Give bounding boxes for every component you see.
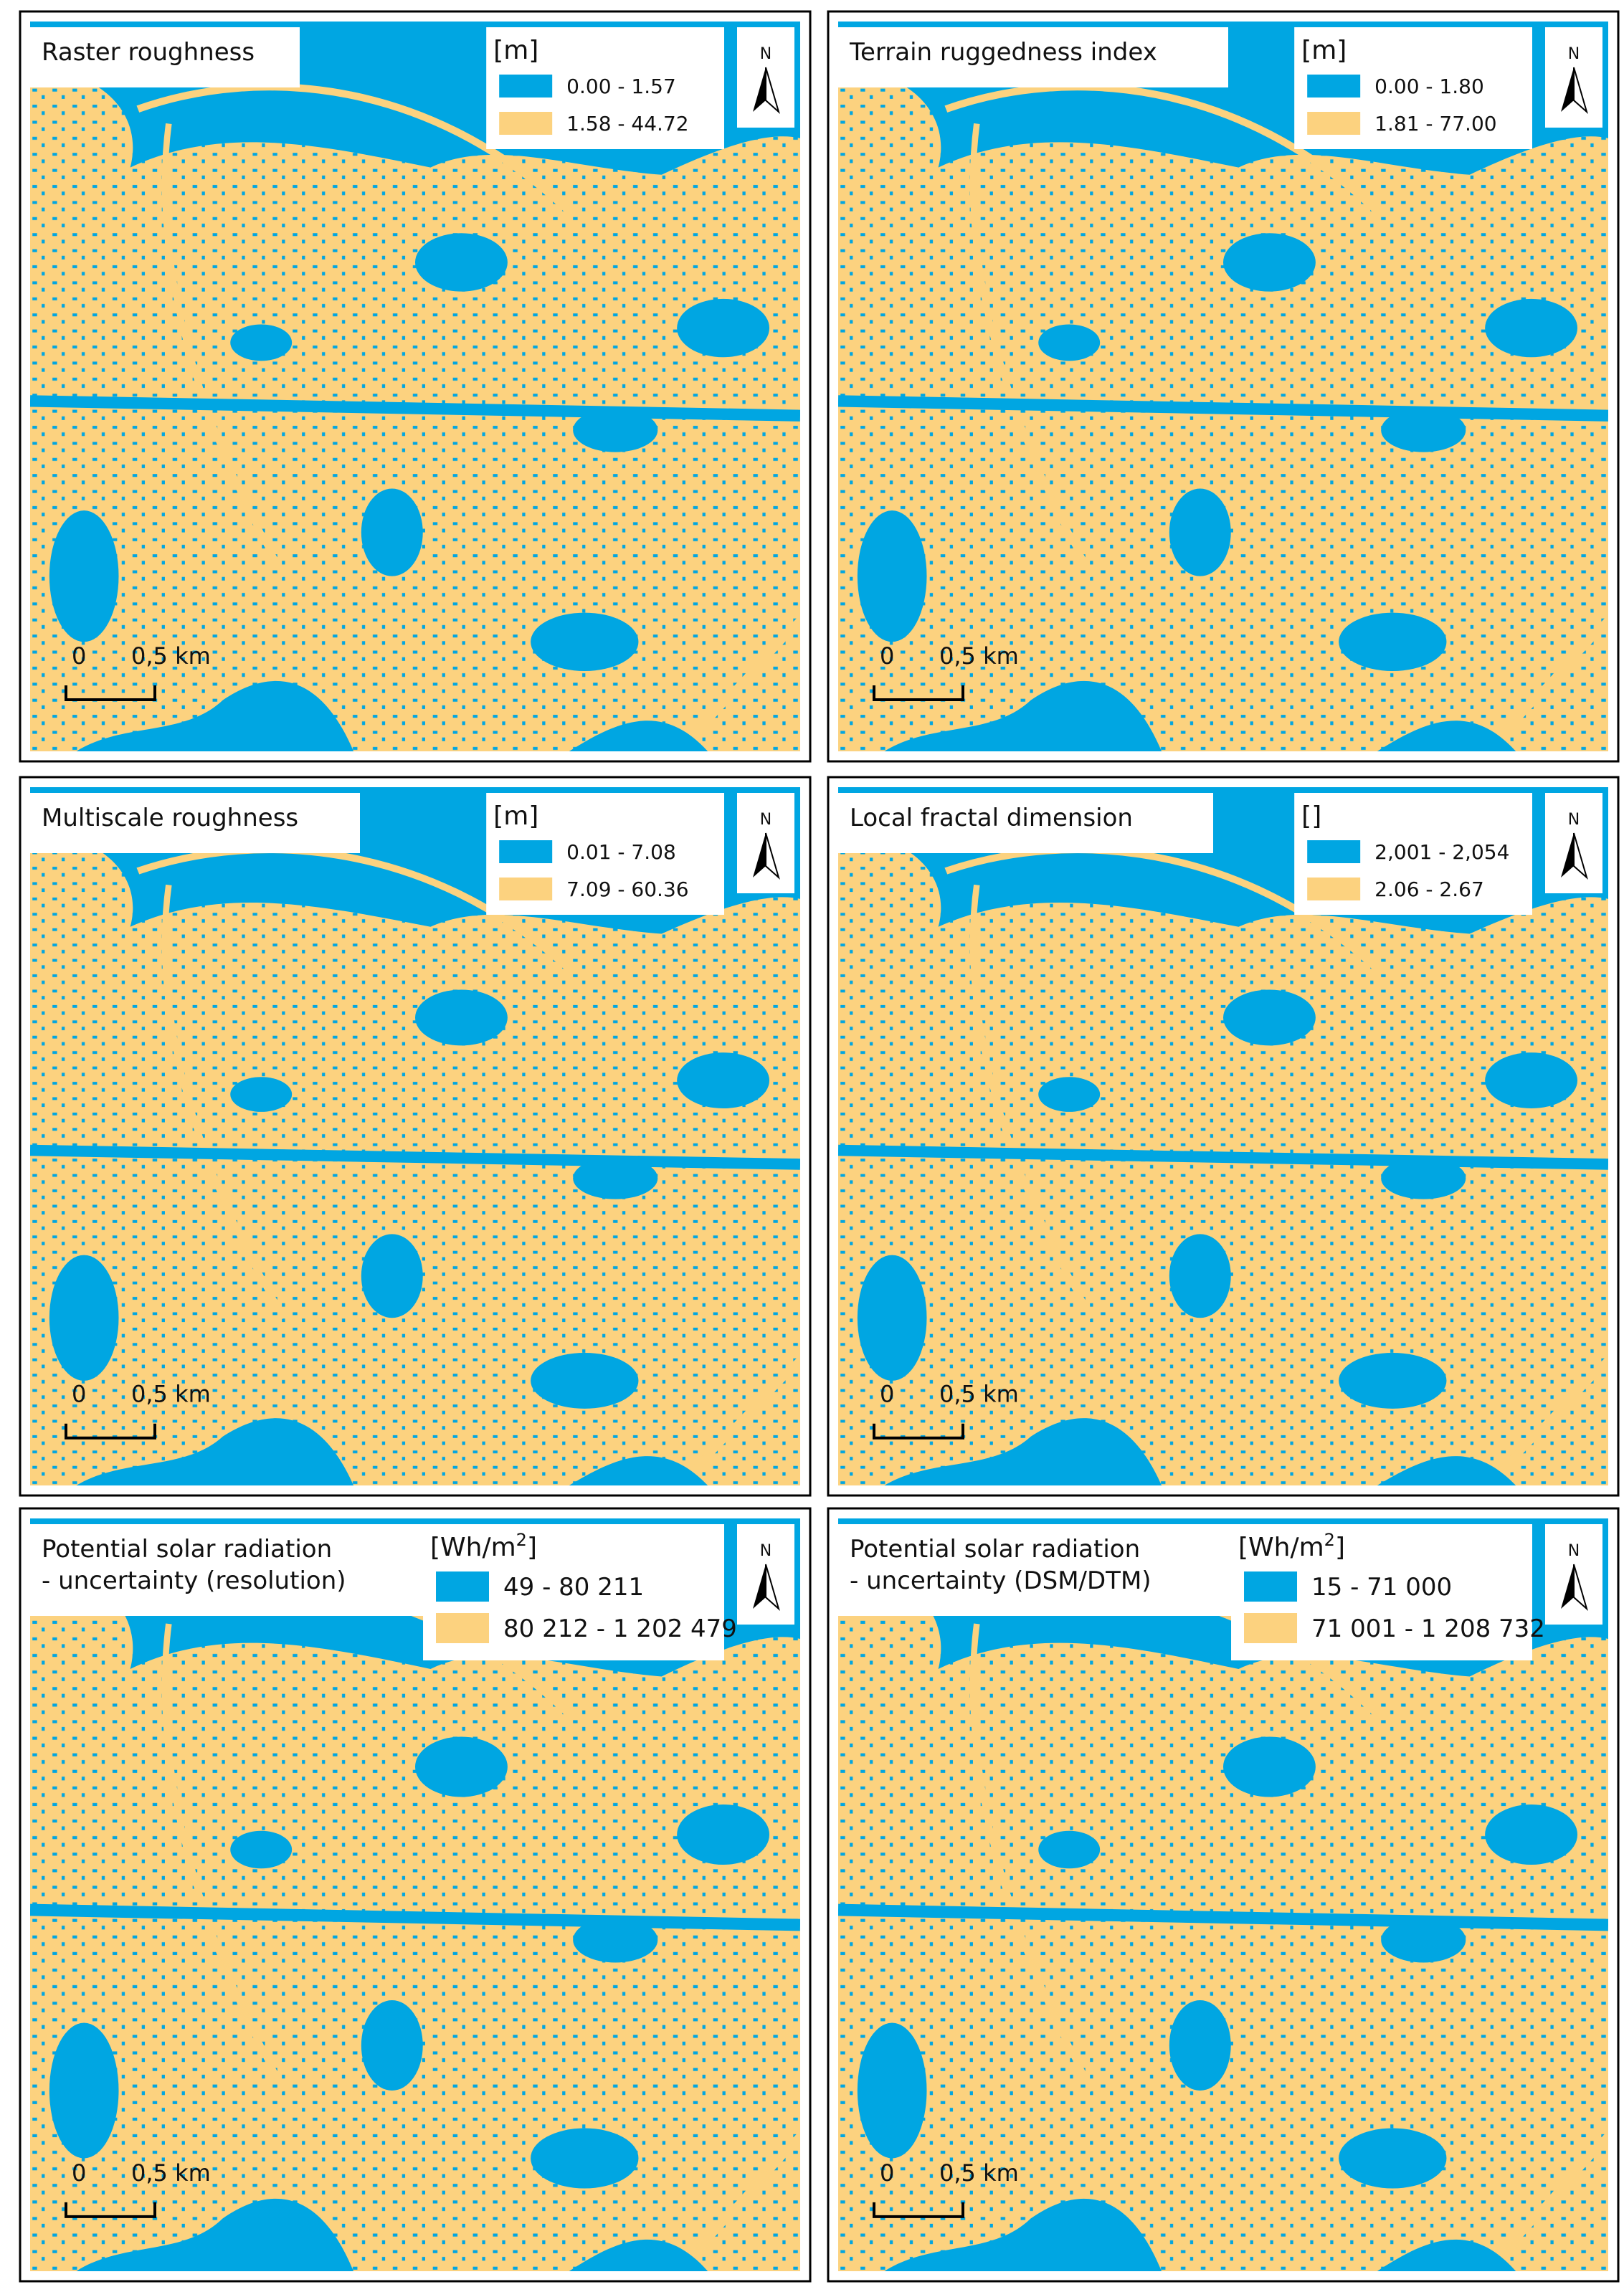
- legend-label: 49 - 80 211: [503, 1573, 644, 1602]
- legend-swatch: [436, 1613, 490, 1643]
- legend-unit: [Wh/m2]: [1238, 1530, 1345, 1562]
- north-arrow: [1561, 67, 1574, 112]
- north-label: N: [1568, 811, 1580, 829]
- north-arrow: [753, 67, 766, 112]
- legend-label: 80 212 - 1 202 479: [503, 1615, 737, 1643]
- legend-swatch: [499, 75, 553, 98]
- scale-label: 0: [880, 642, 894, 670]
- legend-unit: [Wh/m2]: [430, 1530, 537, 1562]
- title-box: [30, 793, 360, 853]
- unit-main: [m]: [493, 802, 538, 831]
- north-arrow: [1573, 67, 1588, 115]
- title-box: [838, 27, 1228, 87]
- legend-label: 15 - 71 000: [1311, 1573, 1452, 1602]
- scale-bar: [873, 1423, 964, 1440]
- map-panel: Raster roughness [m] 0.00 - 1.57 1.58 - 44.…: [19, 10, 812, 763]
- legend-unit: [m]: [493, 802, 538, 831]
- title-box: [30, 1524, 450, 1616]
- north-arrow: [1573, 832, 1588, 880]
- title-box: [838, 1524, 1243, 1616]
- north-arrow: [765, 1564, 780, 1612]
- unit-main: [Wh/m: [430, 1533, 516, 1562]
- legend-label: 1.81 - 77.00: [1374, 112, 1496, 135]
- unit-end: ]: [1335, 1533, 1345, 1562]
- legend-swatch: [1244, 1613, 1298, 1643]
- unit-main: []: [1301, 802, 1321, 831]
- legend-label: 0.00 - 1.80: [1374, 75, 1484, 98]
- north-arrow: [753, 833, 766, 878]
- scale-label: 0,5 km: [939, 1381, 1019, 1408]
- unit-end: ]: [527, 1533, 537, 1562]
- map-title: - uncertainty (DSM/DTM): [850, 1566, 1151, 1595]
- map-title: - uncertainty (resolution): [42, 1566, 346, 1595]
- scale-label: 0,5 km: [131, 642, 211, 670]
- legend-label: 2,001 - 2,054: [1374, 840, 1509, 864]
- north-label: N: [1568, 1542, 1580, 1560]
- title-box: [838, 793, 1213, 853]
- legend-swatch: [1307, 878, 1361, 900]
- north-label: N: [1568, 45, 1580, 63]
- scale-label: 0: [72, 2159, 86, 2187]
- north-label: N: [760, 45, 771, 63]
- legend-label: 71 001 - 1 208 732: [1311, 1615, 1545, 1643]
- legend-label: 7.09 - 60.36: [566, 878, 688, 901]
- scale-label: 0,5 km: [131, 2159, 211, 2187]
- north-arrow: [1561, 833, 1574, 878]
- unit-main: [Wh/m: [1238, 1533, 1324, 1562]
- legend-swatch: [1307, 75, 1361, 98]
- map-panel: Terrain ruggedness index [m] 0.00 - 1.80 1.…: [827, 10, 1620, 763]
- map-title: Raster roughness: [42, 38, 255, 67]
- north-arrow: [765, 67, 780, 115]
- legend-swatch: [1244, 1571, 1298, 1602]
- north-arrow: [753, 1564, 766, 1609]
- legend-swatch: [1307, 840, 1361, 863]
- unit-sup: 2: [516, 1530, 527, 1550]
- scale-bar: [873, 2202, 964, 2218]
- legend-label: 0.01 - 7.08: [566, 840, 676, 864]
- legend-unit: [m]: [1301, 36, 1347, 65]
- legend-swatch: [499, 840, 553, 863]
- north-label: N: [760, 1542, 771, 1560]
- scale-bar: [65, 685, 156, 702]
- scale-bar: [65, 1423, 156, 1440]
- north-arrow: [765, 832, 780, 880]
- map-panel: Potential solar radiation- uncertainty (…: [827, 1507, 1620, 2283]
- unit-main: [m]: [493, 36, 538, 65]
- scale-label: 0,5 km: [131, 1381, 211, 1408]
- map-title: Potential solar radiation: [42, 1535, 332, 1564]
- legend-swatch: [499, 112, 553, 135]
- north-label: N: [760, 811, 771, 829]
- north-arrow: [1573, 1564, 1588, 1612]
- map-panel: Multiscale roughness [m] 0.01 - 7.08 7.09 -…: [19, 776, 812, 1497]
- scale-bar: [873, 685, 964, 702]
- map-title: Multiscale roughness: [42, 804, 298, 832]
- scale-label: 0,5 km: [939, 642, 1019, 670]
- north-arrow: [1561, 1564, 1574, 1609]
- unit-sup: 2: [1324, 1530, 1335, 1550]
- scale-bar: [65, 2202, 156, 2218]
- legend-label: 0.00 - 1.57: [566, 75, 676, 98]
- title-box: [30, 27, 300, 87]
- legend-unit: []: [1301, 802, 1321, 831]
- scale-label: 0: [72, 642, 86, 670]
- scale-label: 0: [880, 1381, 894, 1408]
- legend-swatch: [1307, 112, 1361, 135]
- unit-main: [m]: [1301, 36, 1347, 65]
- legend-swatch: [499, 878, 553, 900]
- legend-label: 2.06 - 2.67: [1374, 878, 1484, 901]
- map-panel: Potential solar radiation- uncertainty (…: [19, 1507, 812, 2283]
- scale-label: 0,5 km: [939, 2159, 1019, 2187]
- legend-unit: [m]: [493, 36, 538, 65]
- scale-label: 0: [72, 1381, 86, 1408]
- scale-label: 0: [880, 2159, 894, 2187]
- map-title: Local fractal dimension: [850, 804, 1133, 832]
- map-title: Terrain ruggedness index: [849, 38, 1157, 67]
- map-title: Potential solar radiation: [850, 1535, 1140, 1564]
- map-panel: Local fractal dimension [] 2,001 - 2,054 2.…: [827, 776, 1620, 1497]
- legend-label: 1.58 - 44.72: [566, 112, 688, 135]
- legend-swatch: [436, 1571, 490, 1602]
